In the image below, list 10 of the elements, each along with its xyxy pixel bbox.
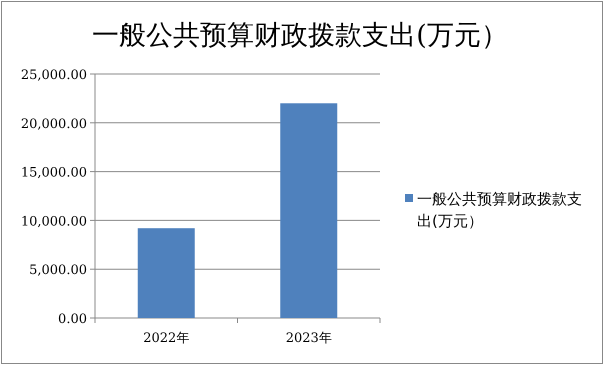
y-tick-label: 0.00: [58, 312, 87, 327]
legend-label: 一般公共预算财政拨款支出(万元）: [417, 190, 582, 230]
x-tick-label: 2023年: [286, 331, 332, 346]
y-tick-label: 25,000.00: [20, 68, 87, 83]
y-tick-label: 10,000.00: [20, 214, 87, 230]
y-tick-label: 15,000.00: [20, 166, 87, 181]
x-tick-label: 2022年: [143, 331, 190, 346]
chart-title: 一般公共预算财政拨款支出(万元）: [92, 20, 508, 51]
y-tick-label: 5,000.00: [29, 263, 87, 278]
y-tick-label: 20,000.00: [20, 116, 87, 132]
